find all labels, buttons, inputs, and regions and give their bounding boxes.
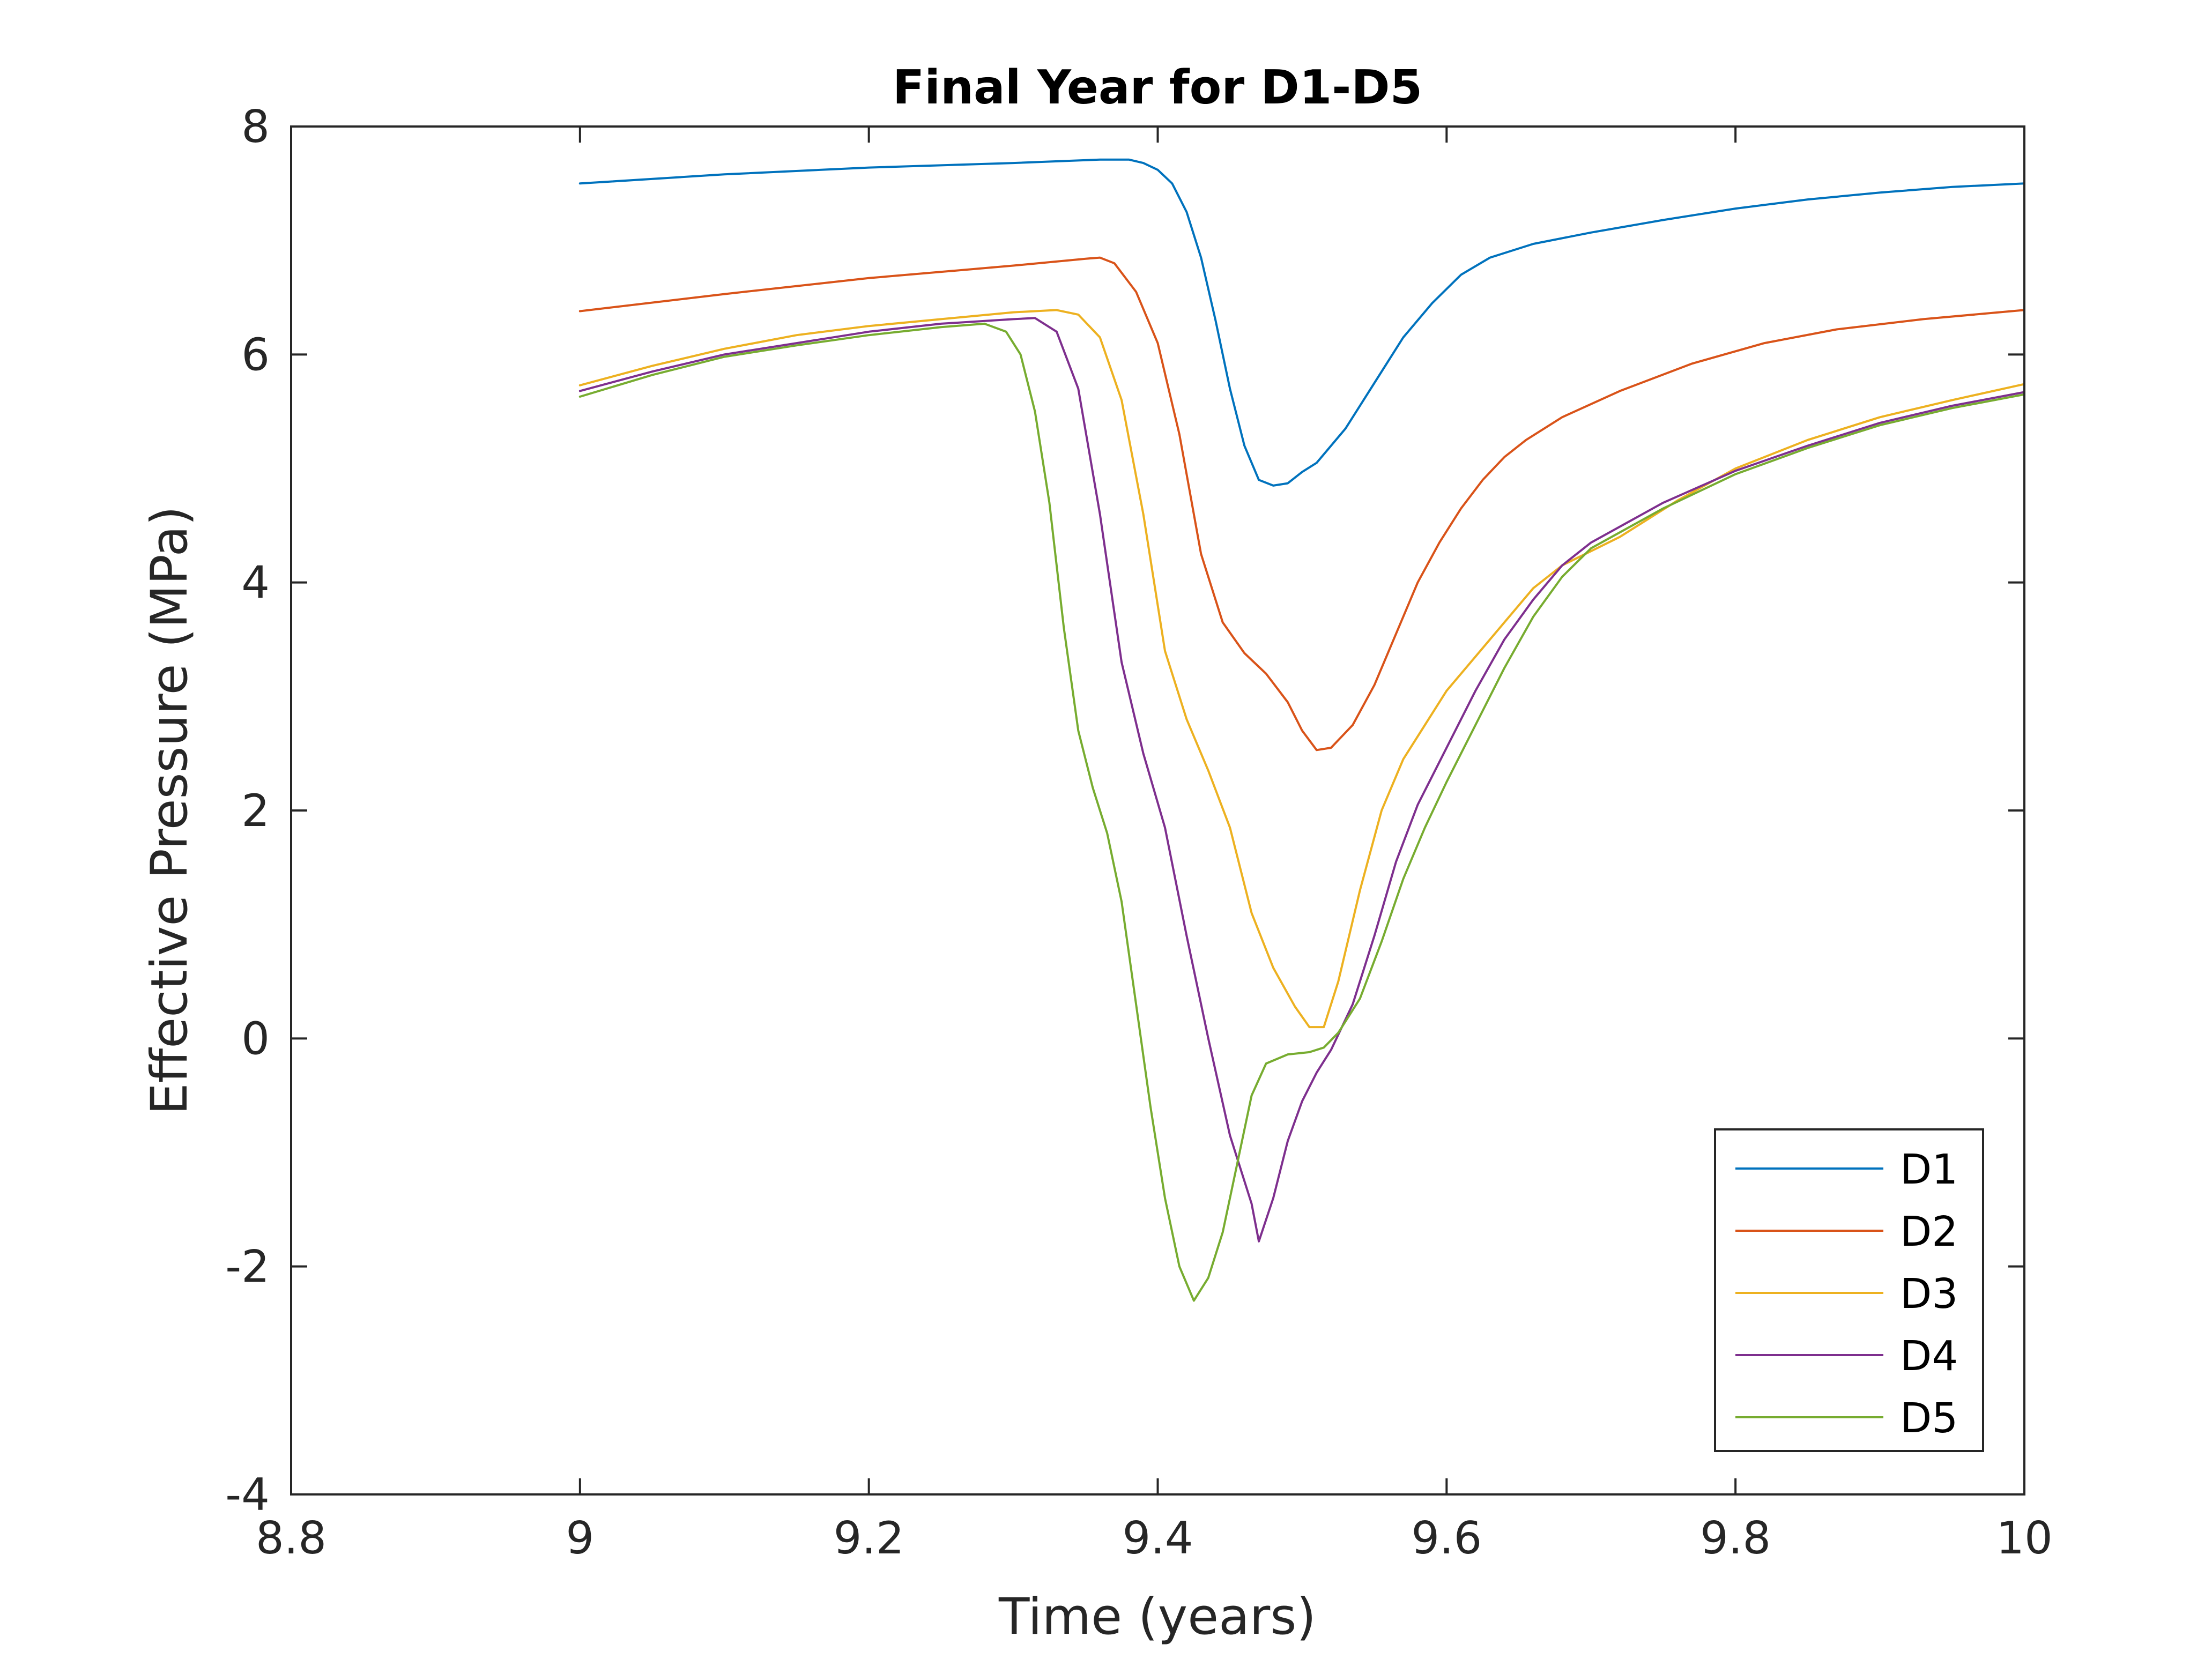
y-tick-label: 2 bbox=[241, 785, 270, 837]
series-line-d1 bbox=[578, 158, 2025, 487]
x-tick-label: 9.6 bbox=[1411, 1512, 1482, 1564]
legend-box bbox=[1714, 1128, 1984, 1452]
series-line-d3 bbox=[578, 309, 2025, 1029]
y-tick-label: 6 bbox=[241, 329, 270, 381]
series-line-d5 bbox=[578, 322, 2025, 1302]
legend-label-d1: D1 bbox=[1900, 1146, 1958, 1194]
y-axis-label: Effective Pressure (MPa) bbox=[140, 506, 199, 1115]
x-tick-label: 9.4 bbox=[1123, 1512, 1193, 1564]
legend: D1 D2 D3 D4 D5 bbox=[1714, 1128, 1984, 1452]
chart-title: Final Year for D1-D5 bbox=[893, 60, 1422, 115]
legend-label-d5: D5 bbox=[1900, 1395, 1958, 1442]
y-tick-label: 0 bbox=[241, 1013, 270, 1065]
series-layer bbox=[578, 158, 2025, 1302]
x-tick-label: 9 bbox=[566, 1512, 594, 1564]
y-tick-label: -4 bbox=[225, 1469, 270, 1521]
y-tick-label: 8 bbox=[241, 101, 270, 153]
series-line-d2 bbox=[578, 256, 2025, 752]
x-tick-label: 10 bbox=[1996, 1512, 2053, 1564]
y-tick-label: 4 bbox=[241, 557, 270, 609]
series-line-d4 bbox=[578, 317, 2025, 1243]
legend-entries: D1 D2 D3 D4 D5 bbox=[1735, 1146, 1958, 1442]
legend-label-d3: D3 bbox=[1900, 1270, 1958, 1318]
tick-layer: 8.8 9 9.2 9.4 9.6 9.8 10 -4 -2 0 2 4 6 8 bbox=[225, 101, 2053, 1564]
x-tick-label: 9.8 bbox=[1700, 1512, 1771, 1564]
y-tick-label: -2 bbox=[225, 1241, 270, 1293]
x-tick-label: 8.8 bbox=[256, 1512, 326, 1564]
x-tick-label: 9.2 bbox=[834, 1512, 904, 1564]
x-axis-label: Time (years) bbox=[998, 1588, 1316, 1646]
legend-label-d2: D2 bbox=[1900, 1208, 1958, 1256]
legend-label-d4: D4 bbox=[1900, 1333, 1958, 1380]
